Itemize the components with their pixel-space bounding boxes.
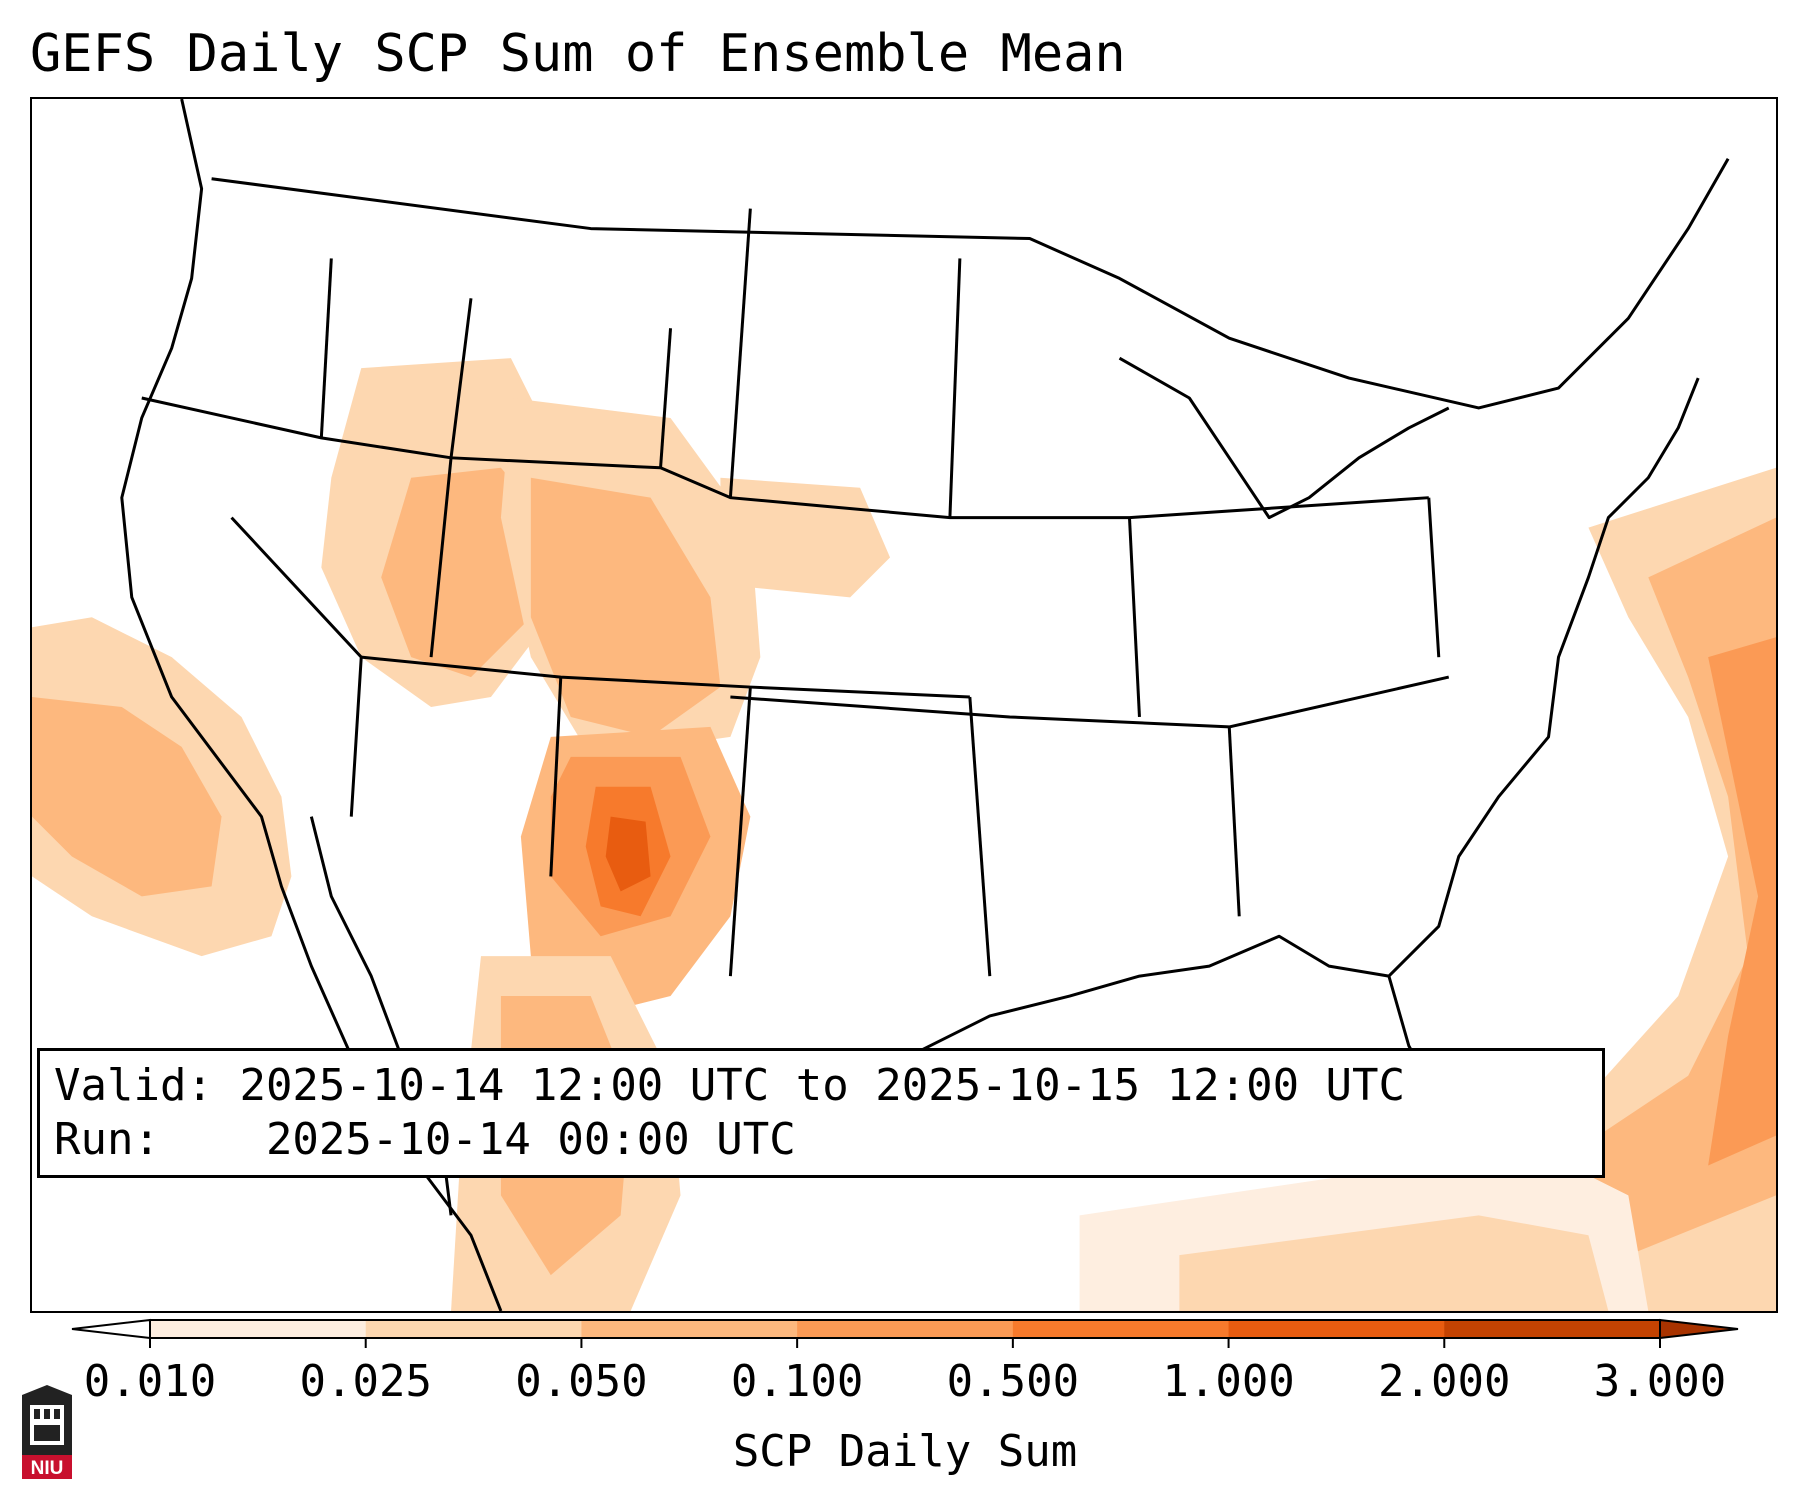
colorbar-outline xyxy=(149,1319,1661,1339)
colorbar-segment xyxy=(150,1320,367,1338)
colorbar-tick-label: 0.010 xyxy=(84,1356,216,1407)
colorbar: 0.010 0.025 0.050 0.100 0.500 1.000 2.000 3.000… xyxy=(71,1318,1739,1477)
validity-info-box: Valid: 2025-10-14 12:00 UTC to 2025-10-1… xyxy=(37,1048,1605,1178)
run-value: 2025-10-14 00:00 UTC xyxy=(265,1114,796,1165)
colorbar-segment xyxy=(1444,1320,1661,1338)
colorbar-extend-high xyxy=(1659,1318,1739,1340)
colorbar-segment xyxy=(365,1320,582,1338)
map-panel[interactable] xyxy=(30,97,1778,1313)
colorbar-segment xyxy=(1012,1320,1230,1338)
colorbar-tick-label: 2.000 xyxy=(1378,1356,1510,1407)
niu-logo-icon: NIU xyxy=(22,1385,72,1479)
colorbar-label: SCP Daily Sum xyxy=(733,1426,1077,1477)
colorbar-segment xyxy=(797,1320,1014,1338)
colorbar-tick-label: 0.100 xyxy=(731,1356,863,1407)
run-label: Run: xyxy=(54,1114,160,1165)
colorbar-tick-label: 0.050 xyxy=(515,1356,647,1407)
colorbar-segment xyxy=(581,1320,798,1338)
valid-value: 2025-10-14 12:00 UTC to 2025-10-15 12:00… xyxy=(239,1060,1406,1111)
logo-text: NIU xyxy=(31,1458,64,1479)
colorbar-ticks: 0.010 0.025 0.050 0.100 0.500 1.000 2.000 3.000 xyxy=(84,1338,1726,1407)
colorbar-tick-label: 0.025 xyxy=(299,1356,431,1407)
colorbar-tick-label: 3.000 xyxy=(1594,1356,1726,1407)
colorbar-segments xyxy=(71,1318,1739,1340)
colorbar-extend-low xyxy=(71,1318,151,1340)
colorbar-segment xyxy=(1228,1320,1445,1338)
valid-label: Valid: xyxy=(54,1060,213,1111)
colorbar-tick-label: 1.000 xyxy=(1162,1356,1294,1407)
page-title: GEFS Daily SCP Sum of Ensemble Mean xyxy=(30,24,1126,84)
colorbar-tick-label: 0.500 xyxy=(947,1356,1079,1407)
